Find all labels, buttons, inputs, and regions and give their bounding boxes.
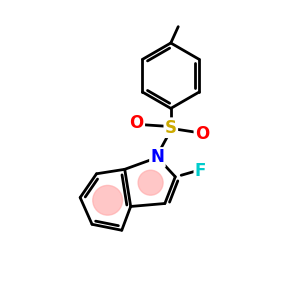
Text: O: O — [130, 114, 144, 132]
Text: N: N — [151, 148, 164, 166]
Circle shape — [93, 185, 122, 215]
Text: F: F — [195, 162, 206, 180]
Text: S: S — [165, 119, 177, 137]
Circle shape — [138, 170, 163, 195]
Text: O: O — [195, 125, 209, 143]
